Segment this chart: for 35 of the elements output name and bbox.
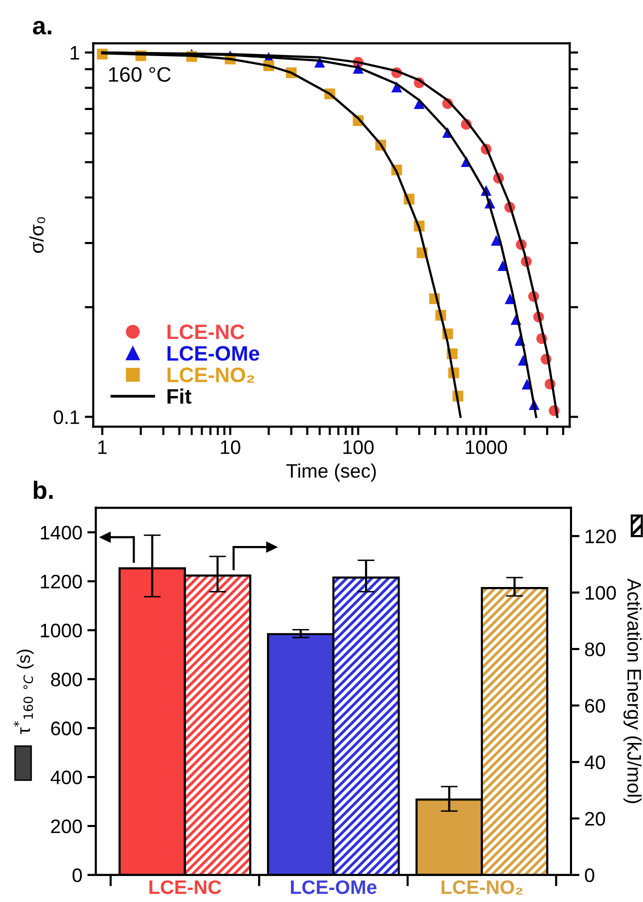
y-axis-title: σ/σ₀ xyxy=(29,217,46,253)
x-tick-label: 100 xyxy=(343,440,374,454)
y-tick-label: 1400 xyxy=(40,526,82,540)
y-tick-label: 0 xyxy=(72,868,82,882)
legend-label: LCE-OMe xyxy=(168,346,260,361)
x-tick-label: 1000 xyxy=(466,440,507,454)
y-tick-label: 600 xyxy=(51,722,82,736)
y-tick-label: 200 xyxy=(51,819,82,834)
y2-tick-label: 60 xyxy=(585,698,606,713)
y-tick-label: 400 xyxy=(50,770,82,784)
x-axis-title: Time (sec) xyxy=(286,464,376,482)
y-axis-title: τ$^{*}$$_{160 °C}$ (s) xyxy=(14,650,34,734)
legend-label: LCE-NO₂ xyxy=(168,368,254,383)
y2-tick-label: 100 xyxy=(586,586,616,600)
y-tick-label: 0.1 xyxy=(54,410,80,424)
y-tick-label: 1000 xyxy=(40,624,82,638)
y2-tick-label: 20 xyxy=(585,812,606,826)
y2-tick-label: 80 xyxy=(585,642,606,656)
y-tick-label: 800 xyxy=(51,672,82,686)
chart-title: b. xyxy=(34,480,53,500)
y-tick-label: 1 xyxy=(70,46,80,60)
chart-title: a. xyxy=(32,20,52,35)
x-tick-label: LCE-NO₂ xyxy=(442,880,522,894)
y-tick-label: 1200 xyxy=(40,574,82,588)
x-tick-label: LCE-NC xyxy=(149,880,222,894)
x-tick-label: 10 xyxy=(220,440,240,454)
legend-label: LCE-NC xyxy=(168,324,244,340)
annotation: 160 °C xyxy=(109,67,171,82)
y2-axis-title: Activation Energy (kJ/mol) xyxy=(623,578,642,804)
y2-tick-label: 40 xyxy=(584,755,606,770)
x-tick-label: LCE-OMe xyxy=(290,880,376,894)
legend-label: Fit xyxy=(168,388,192,404)
x-tick-label: 1 xyxy=(98,440,107,454)
y2-tick-label: 0 xyxy=(584,868,594,882)
y2-tick-label: 120 xyxy=(586,530,616,544)
